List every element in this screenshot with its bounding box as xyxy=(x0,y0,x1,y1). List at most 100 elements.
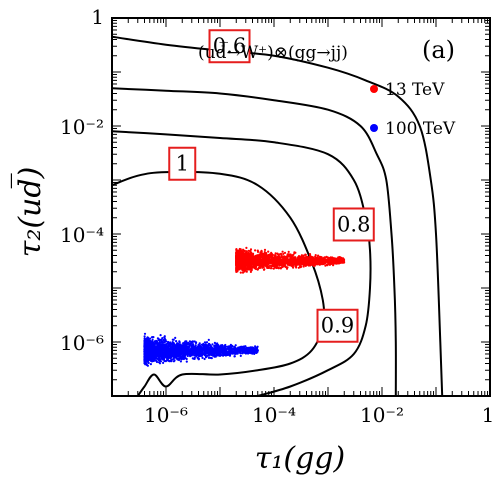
scatter-point xyxy=(322,260,326,263)
scatter-point xyxy=(263,251,266,254)
scatter-point xyxy=(270,251,273,254)
y-tick-label: 1 xyxy=(91,5,104,29)
scatter-point xyxy=(300,254,303,257)
scatter-point xyxy=(246,265,250,268)
scatter-point xyxy=(321,258,324,261)
scatter-point xyxy=(287,250,290,253)
scatter-point xyxy=(322,262,325,266)
scatter-point xyxy=(245,267,248,270)
scatter-point xyxy=(241,271,245,274)
scatter-point xyxy=(239,255,242,258)
scatter-point xyxy=(282,265,285,268)
scatter-point xyxy=(317,261,320,264)
scatter-point xyxy=(270,257,273,261)
scatter-point xyxy=(235,248,238,252)
scatter-point xyxy=(143,362,146,365)
scatter-point xyxy=(340,258,343,261)
scatter-point xyxy=(308,261,311,264)
scatter-point xyxy=(338,256,342,259)
scatter-point xyxy=(262,253,265,257)
scatter-point xyxy=(151,336,154,339)
scatter-point xyxy=(309,254,312,257)
scatter-point xyxy=(314,254,317,257)
scatter-point xyxy=(212,347,215,350)
scatter-point xyxy=(230,344,233,347)
scatter-point xyxy=(266,255,269,258)
scatter-point xyxy=(253,267,256,270)
scatter-point xyxy=(204,355,208,358)
scatter-point xyxy=(159,334,162,337)
scatter-point xyxy=(269,267,272,270)
scatter-point xyxy=(249,268,252,271)
scatter-point xyxy=(306,262,309,265)
scatter-point xyxy=(254,249,257,252)
scatter-point xyxy=(293,256,296,259)
scatter-point xyxy=(329,256,332,259)
scatter-point xyxy=(333,257,337,260)
scatter-point xyxy=(274,254,277,257)
scatter-point xyxy=(260,258,263,262)
scatter-point xyxy=(263,248,267,251)
scatter-point xyxy=(299,264,302,267)
scatter-point xyxy=(162,356,165,359)
scatter-point xyxy=(280,256,283,259)
scatter-point xyxy=(272,267,275,270)
scatter-point xyxy=(236,259,239,262)
scatter-point xyxy=(301,257,304,260)
series-13-tev xyxy=(235,246,346,274)
scatter-point xyxy=(258,264,261,267)
scatter-point xyxy=(216,342,219,345)
scatter-point xyxy=(314,262,317,265)
scatter-point xyxy=(281,256,285,259)
scatter-point xyxy=(267,250,270,253)
scatter-point xyxy=(239,271,242,274)
scatter-point xyxy=(262,263,265,266)
scatter-point xyxy=(245,270,248,273)
scatter-point xyxy=(266,257,270,260)
scatter-point xyxy=(257,266,260,269)
scatter-point xyxy=(277,266,280,269)
scatter-point xyxy=(246,267,249,270)
scatter-point xyxy=(293,251,296,254)
scatter-point xyxy=(298,258,301,261)
scatter-point xyxy=(302,265,305,268)
scatter-point xyxy=(241,266,244,269)
scatter-point xyxy=(248,261,251,264)
y-tick-label: 10⁻² xyxy=(60,115,104,139)
scatter-point xyxy=(195,341,198,344)
scatter-point xyxy=(274,252,277,255)
scatter-point xyxy=(256,268,259,271)
scatter-point xyxy=(203,357,206,361)
scatter-point xyxy=(310,257,313,260)
scatter-point xyxy=(250,255,253,258)
scatter-point xyxy=(262,258,265,261)
scatter-point xyxy=(240,258,243,261)
scatter-point xyxy=(310,259,313,262)
scatter-point xyxy=(211,343,214,346)
scatter-point xyxy=(317,254,320,257)
scatter-point xyxy=(312,264,315,267)
scatter-point xyxy=(158,362,162,365)
scatter-point xyxy=(247,254,251,257)
scatter-point xyxy=(201,356,204,359)
scatter-point xyxy=(149,337,152,340)
scatter-point xyxy=(154,359,158,362)
scatter-point xyxy=(304,260,307,263)
scatter-point xyxy=(314,257,317,260)
scatter-point xyxy=(185,360,188,363)
scatter-point xyxy=(318,255,321,258)
scatter-point xyxy=(320,256,323,259)
scatter-point xyxy=(279,260,282,263)
scatter-point xyxy=(207,338,210,341)
scatter-point xyxy=(244,251,247,255)
scatter-point xyxy=(263,268,266,271)
scatter-point xyxy=(269,253,272,256)
scatter-point xyxy=(288,253,291,256)
scatter-point xyxy=(262,260,265,263)
scatter-point xyxy=(143,332,147,335)
scatter-point xyxy=(306,258,309,261)
scatter-point xyxy=(271,255,274,258)
scatter-point xyxy=(239,248,242,251)
scatter-point xyxy=(163,335,166,338)
scatter-point xyxy=(213,345,216,348)
